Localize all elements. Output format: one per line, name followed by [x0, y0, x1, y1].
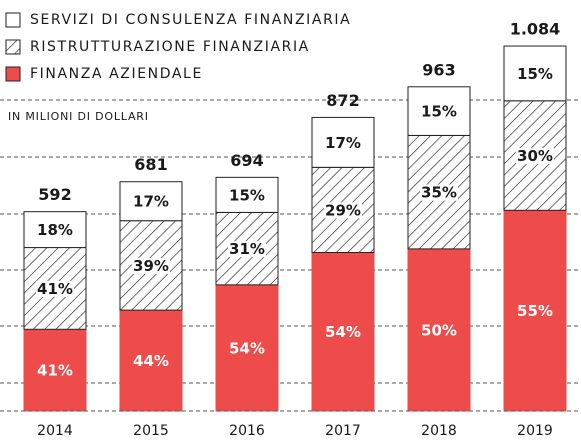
x-tick-label: 2019 — [517, 423, 553, 439]
bar-segment — [23, 211, 87, 249]
legend-label: RISTRUTTURAZIONE FINANZIARIA — [30, 39, 310, 55]
segment-label: 17% — [325, 134, 361, 152]
segment-label: 44% — [133, 352, 169, 370]
x-tick-label: 2017 — [325, 423, 361, 439]
legend-swatch — [5, 39, 21, 55]
segment-label: 39% — [133, 257, 169, 275]
segment-label: 18% — [37, 221, 73, 239]
legend-swatch — [5, 12, 21, 28]
bar-segment — [503, 209, 567, 412]
segment-label: 41% — [37, 280, 73, 298]
x-tick-label: 2015 — [133, 423, 169, 439]
x-tick-label: 2014 — [37, 423, 73, 439]
segment-label: 30% — [517, 147, 553, 165]
segment-label: 54% — [229, 339, 265, 357]
legend-label: FINANZA AZIENDALE — [30, 66, 203, 82]
total-label: 681 — [134, 155, 167, 174]
segment-label: 41% — [37, 362, 73, 380]
subtitle: IN MILIONI DI DOLLARI — [8, 110, 149, 123]
legend-swatch — [5, 66, 21, 82]
x-tick-label: 2018 — [421, 423, 457, 439]
label-bg — [228, 241, 266, 258]
segment-label: 15% — [517, 65, 553, 83]
label-bg — [420, 184, 458, 201]
segment-label: 54% — [325, 323, 361, 341]
total-label: 872 — [326, 91, 359, 110]
segment-label: 35% — [421, 184, 457, 202]
total-label: 1.084 — [510, 20, 561, 39]
segment-label: 50% — [421, 321, 457, 339]
segment-label: 15% — [229, 186, 265, 204]
bar-segment — [311, 251, 375, 412]
segment-label: 29% — [325, 201, 361, 219]
grid — [0, 99, 581, 384]
bar-segment — [23, 328, 87, 412]
bar-segment — [215, 176, 279, 213]
bar-segment — [215, 284, 279, 412]
segment-label: 15% — [421, 103, 457, 121]
x-tick-label: 2016 — [229, 423, 265, 439]
bar-segment — [407, 248, 471, 412]
legend-label: SERVIZI DI CONSULENZA FINANZIARIA — [30, 12, 351, 28]
segment-label: 17% — [133, 193, 169, 211]
segment-label: 55% — [517, 302, 553, 320]
label-bg — [132, 257, 170, 274]
bar-segment — [503, 45, 567, 102]
total-label: 592 — [38, 185, 71, 204]
total-label: 694 — [230, 151, 263, 170]
total-label: 963 — [422, 60, 455, 79]
bar-segment — [407, 86, 471, 136]
label-bg — [516, 148, 554, 165]
label-bg — [324, 202, 362, 219]
label-bg — [36, 280, 74, 297]
segment-label: 31% — [229, 240, 265, 258]
bar-segment — [311, 116, 375, 168]
bar-segment — [119, 181, 183, 222]
